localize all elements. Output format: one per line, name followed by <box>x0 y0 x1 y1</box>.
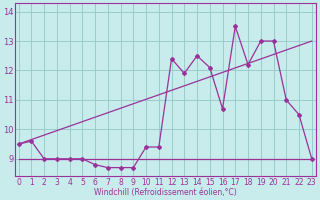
X-axis label: Windchill (Refroidissement éolien,°C): Windchill (Refroidissement éolien,°C) <box>94 188 236 197</box>
